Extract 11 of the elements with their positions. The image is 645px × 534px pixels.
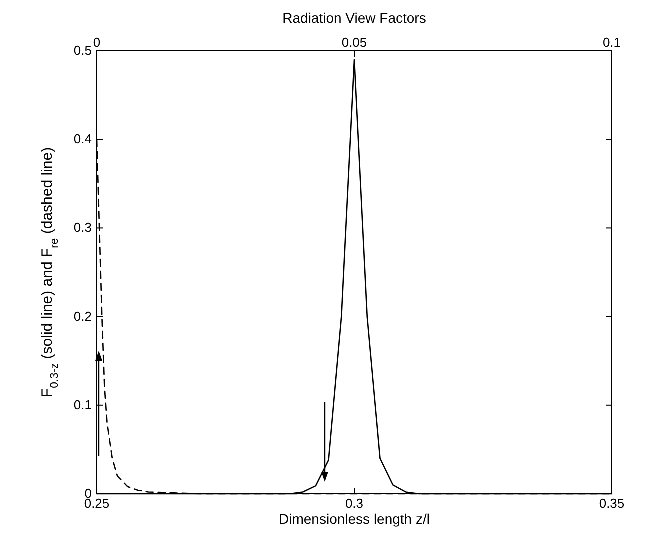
y-tick-label: 0.1: [74, 397, 92, 412]
y-tick-label: 0.3: [74, 220, 92, 236]
x-axis-title: Dimensionless length z/l: [279, 511, 430, 527]
x2-tick-label: 0.05: [342, 35, 368, 50]
x-tick-label: 0.3: [345, 496, 364, 511]
y-tick-label: 0.2: [74, 308, 92, 324]
chart-title: Radiation View Factors: [282, 10, 426, 26]
x-tick-label: 0.35: [599, 496, 625, 511]
y-tick-label: 0.4: [74, 132, 92, 147]
x2-tick-label: 0.1: [602, 35, 622, 50]
y-tick-label: 0.5: [74, 43, 92, 58]
